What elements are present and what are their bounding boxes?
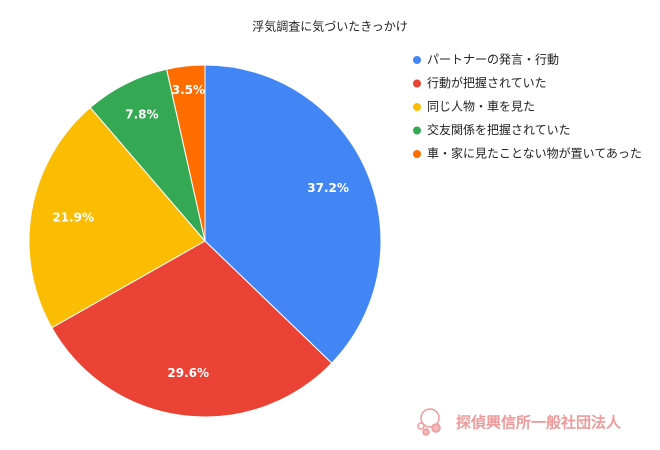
legend-marker — [413, 150, 421, 158]
pie-slice — [28, 106, 206, 329]
legend-label: 交友関係を把握されていた — [427, 122, 571, 137]
legend-marker — [413, 56, 421, 64]
pie-slice — [166, 64, 206, 242]
legend-label: 同じ人物・車を見た — [427, 100, 535, 114]
data-label: 37.2% — [307, 181, 349, 195]
data-label: 21.9% — [52, 211, 94, 225]
chart-title: 浮気調査に気づいたきっかけ — [252, 19, 408, 34]
watermark: 探偵興信所一般社団法人 — [456, 414, 622, 432]
pie-slice — [204, 64, 382, 364]
watermark-logo — [417, 408, 441, 436]
legend-marker — [413, 79, 421, 88]
legend-marker — [413, 126, 421, 135]
pie-slice — [51, 240, 333, 418]
legend-marker — [413, 103, 421, 111]
legend-label: パートナーの発言・行動 — [427, 53, 559, 67]
data-label: 29.6% — [167, 366, 209, 380]
legend-label: 車・家に見たことない物が置いてあった — [427, 146, 642, 161]
data-label: 3.5% — [172, 83, 205, 97]
legend-label: 行動が把握されていた — [427, 75, 547, 90]
data-label: 7.8% — [125, 108, 158, 122]
